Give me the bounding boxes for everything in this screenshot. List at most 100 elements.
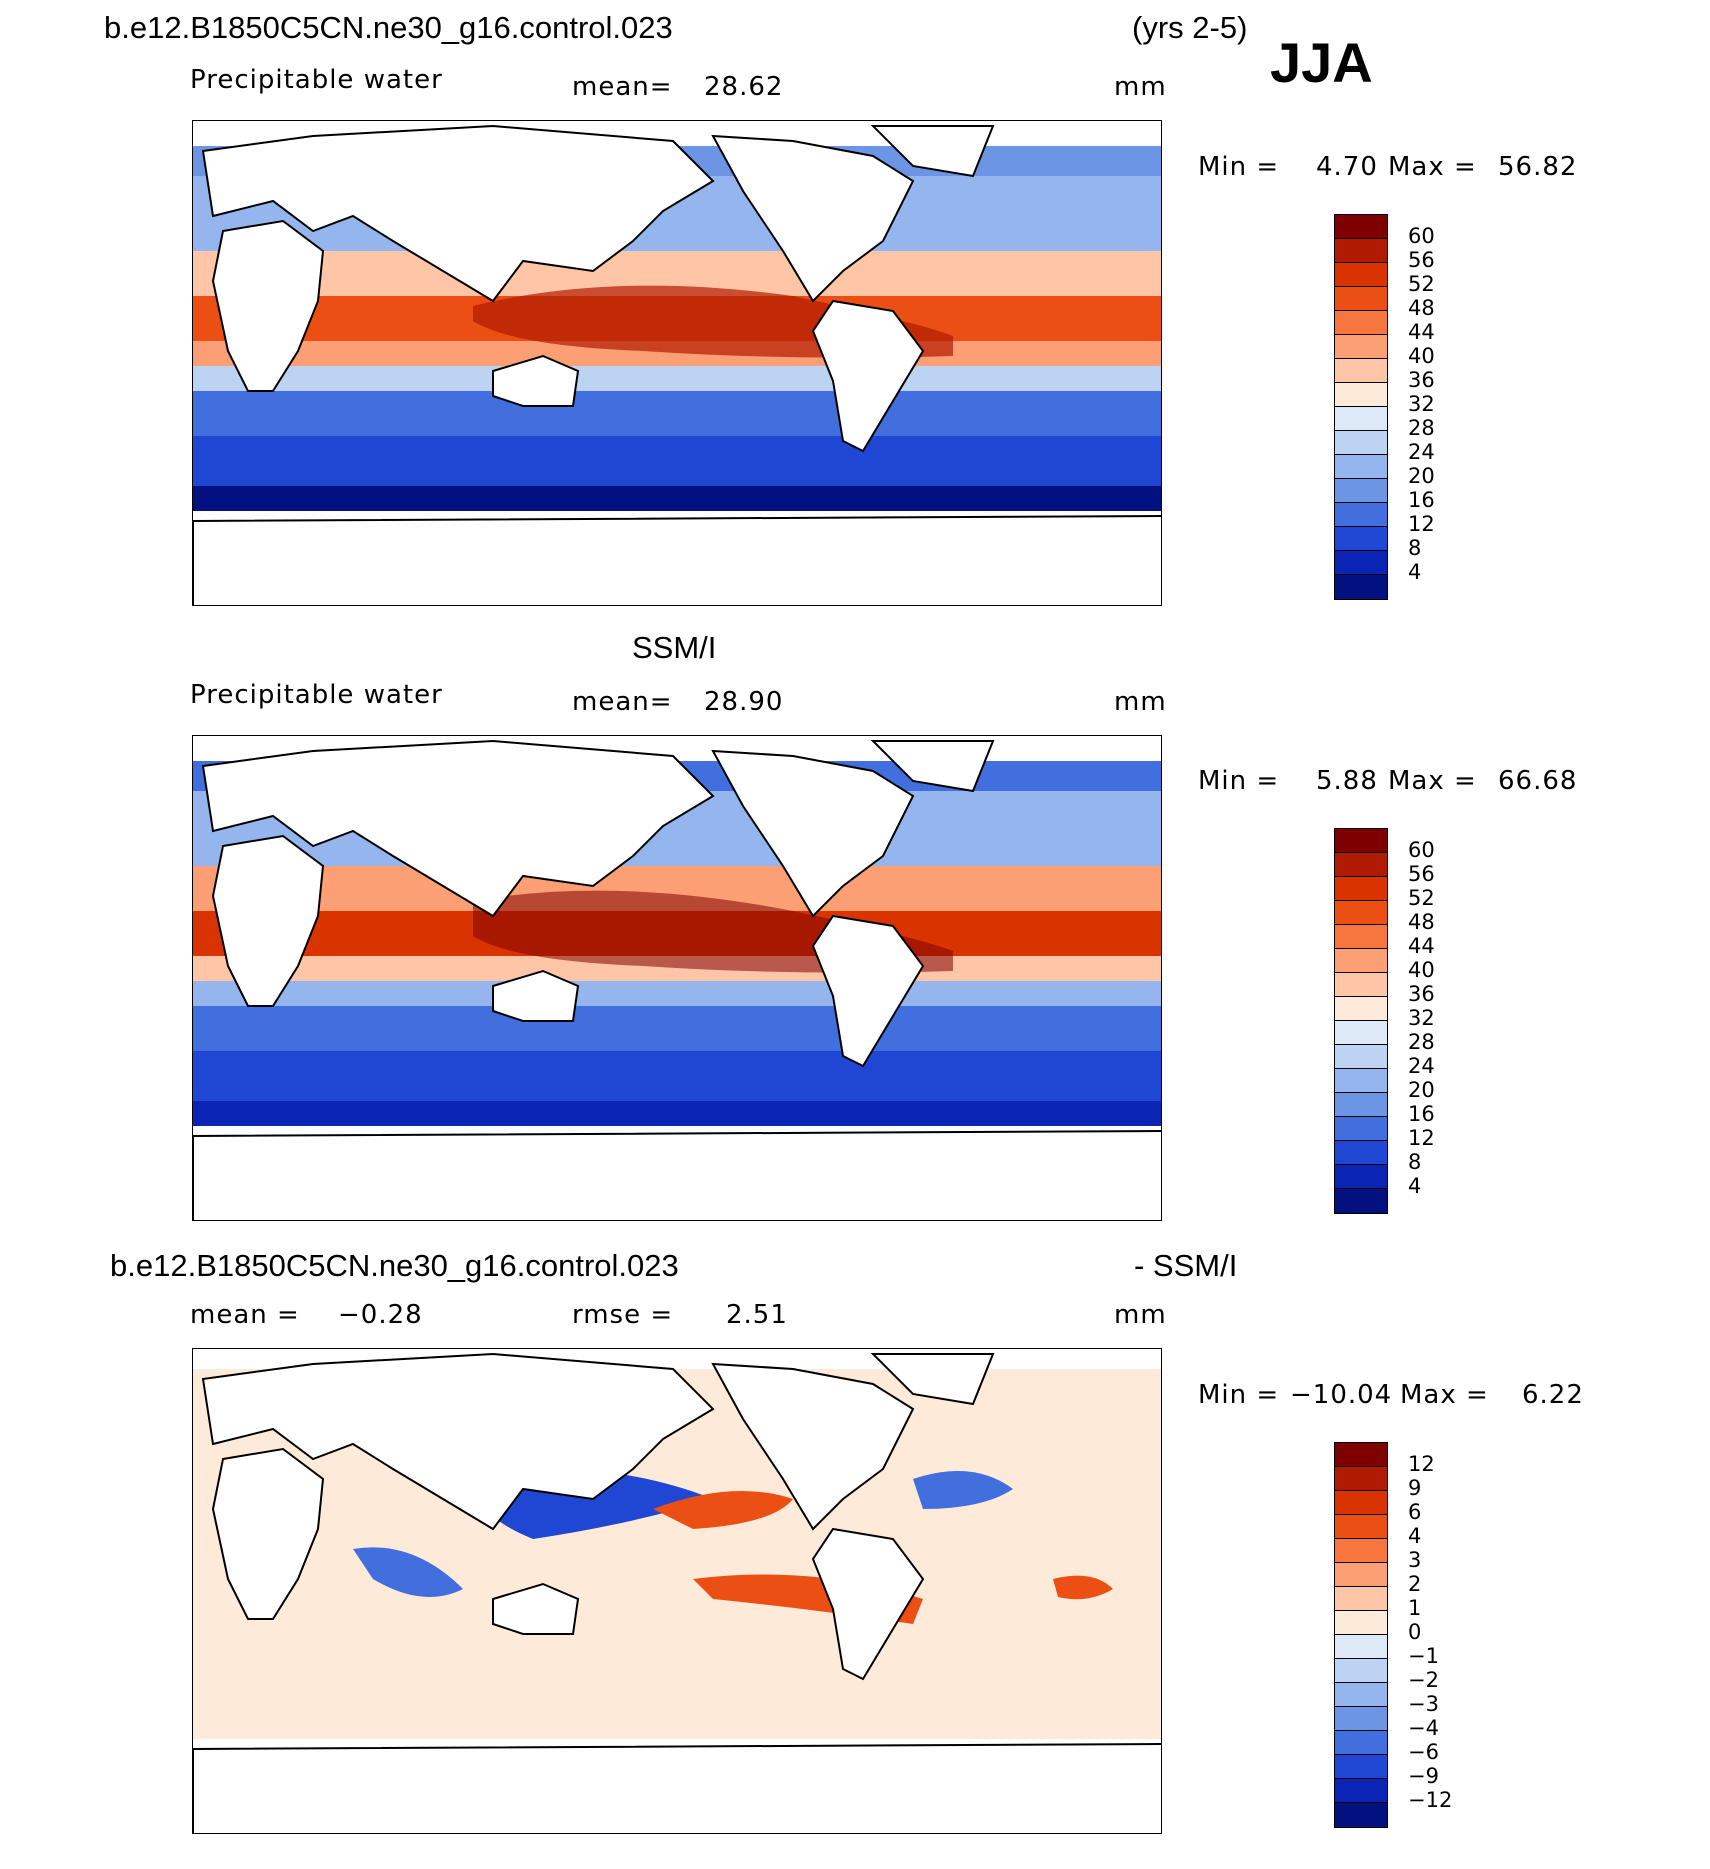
continent-greenland xyxy=(870,125,995,178)
panel2-colorbar-tick-label: 28 xyxy=(1408,1030,1435,1054)
panel3-colorbar-tick-label: 9 xyxy=(1408,1476,1422,1500)
panel1-map-svg xyxy=(193,124,1161,605)
panel3-colorbar xyxy=(1334,1442,1388,1828)
panel3-colorbar-tick-label: −2 xyxy=(1408,1668,1439,1692)
panel2-mean-value: 28.90 xyxy=(704,687,784,717)
diff-positive-atl xyxy=(1053,1575,1113,1600)
panel2-colorbar-tick-label: 36 xyxy=(1408,982,1435,1006)
panel1-max-value: 56.82 xyxy=(1498,152,1578,182)
panel2-max-value: 66.68 xyxy=(1498,766,1578,796)
continent-greenland xyxy=(870,1353,995,1406)
panel3-colorbar-swatch xyxy=(1335,1491,1387,1515)
panel2-colorbar-swatch xyxy=(1335,1189,1387,1213)
panel3-max-value: 6.22 xyxy=(1522,1380,1584,1410)
panel3-colorbar-tick-label: −9 xyxy=(1408,1764,1439,1788)
continent-south-america xyxy=(811,914,925,1068)
panel1-min-label: Min = xyxy=(1198,152,1280,182)
panel3-rmse-value: 2.51 xyxy=(726,1300,788,1330)
panel3-colorbar-tick-label: 4 xyxy=(1408,1524,1422,1548)
panel2-colorbar-tick-label: 8 xyxy=(1408,1150,1422,1174)
panel3-colorbar-swatch xyxy=(1335,1611,1387,1635)
panel2-colorbar-tick-label: 44 xyxy=(1408,934,1435,958)
panel2-colorbar-swatch xyxy=(1335,973,1387,997)
panel2-colorbar-swatch xyxy=(1335,925,1387,949)
panel3-colorbar-swatch xyxy=(1335,1539,1387,1563)
panel2-colorbar-tick-label: 4 xyxy=(1408,1174,1422,1198)
continents xyxy=(193,124,1161,605)
panel1-colorbar-tick-label: 24 xyxy=(1408,440,1435,464)
panel2-colorbar xyxy=(1334,828,1388,1214)
panel2-colorbar-swatch xyxy=(1335,829,1387,853)
panel1-colorbar-swatch xyxy=(1335,479,1387,503)
panel1-colorbar-swatch xyxy=(1335,383,1387,407)
panel2-colorbar-swatch xyxy=(1335,1093,1387,1117)
panel1-colorbar-tick-label: 16 xyxy=(1408,488,1435,512)
panel3-colorbar-tick-label: 6 xyxy=(1408,1500,1422,1524)
panel3-colorbar-swatch xyxy=(1335,1635,1387,1659)
panel1-colorbar-swatch xyxy=(1335,359,1387,383)
panel3-colorbar-tick-label: −12 xyxy=(1408,1788,1453,1812)
panel1-colorbar-swatch xyxy=(1335,239,1387,263)
panel3-min-value: −10.04 xyxy=(1290,1380,1393,1410)
panel3-colorbar-tick-label: −1 xyxy=(1408,1644,1439,1668)
panel2-colorbar-swatch xyxy=(1335,1045,1387,1069)
continent-africa xyxy=(211,834,325,1007)
panel3-colorbar-swatch xyxy=(1335,1563,1387,1587)
ocean-band-midlat-s xyxy=(193,391,1161,436)
panel1-colorbar-swatch xyxy=(1335,311,1387,335)
continent-antarctica xyxy=(193,1743,1161,1833)
panel3-units: mm xyxy=(1114,1300,1167,1330)
ocean-band-polar xyxy=(193,486,1161,511)
panel3-rmse-label: rmse = xyxy=(572,1300,674,1330)
continent-eurasia xyxy=(201,124,715,303)
diff-negative-io xyxy=(353,1547,463,1597)
panel2-colorbar-swatch xyxy=(1335,1021,1387,1045)
panel2-max-label: Max = xyxy=(1388,766,1477,796)
panel1-colorbar-swatch xyxy=(1335,551,1387,575)
panel3-case-title: b.e12.B1850C5CN.ne30_g16.control.023 xyxy=(110,1248,679,1283)
panel1-case-title: b.e12.B1850C5CN.ne30_g16.control.023 xyxy=(104,10,673,45)
ocean-band-subtrop-s xyxy=(193,981,1161,1006)
panel2-colorbar-swatch xyxy=(1335,1069,1387,1093)
panel2-title: SSM/I xyxy=(632,630,717,665)
panel3-max-label: Max = xyxy=(1400,1380,1489,1410)
panel2-colorbar-tick-label: 16 xyxy=(1408,1102,1435,1126)
panel3-colorbar-swatch xyxy=(1335,1659,1387,1683)
panel2-colorbar-swatch xyxy=(1335,1141,1387,1165)
panel1-colorbar-swatch xyxy=(1335,215,1387,239)
panel3-colorbar-tick-label: 0 xyxy=(1408,1620,1422,1644)
continent-antarctica xyxy=(193,1130,1161,1220)
continent-greenland xyxy=(870,740,995,793)
panel1-colorbar-tick-label: 40 xyxy=(1408,344,1435,368)
panel2-colorbar-swatch xyxy=(1335,997,1387,1021)
panel3-map-svg xyxy=(193,1352,1161,1833)
panel1-max-label: Max = xyxy=(1388,152,1477,182)
panel1-years: (yrs 2-5) xyxy=(1132,10,1248,45)
panel2-mean-label: mean= xyxy=(572,687,673,717)
panel2-map-svg xyxy=(193,739,1161,1220)
panel1-colorbar-tick-label: 20 xyxy=(1408,464,1435,488)
panel3-colorbar-swatch xyxy=(1335,1587,1387,1611)
panel2-colorbar-tick-label: 56 xyxy=(1408,862,1435,886)
panel1-colorbar-swatch xyxy=(1335,503,1387,527)
panel2-colorbar-swatch xyxy=(1335,877,1387,901)
panel2-variable: Precipitable water xyxy=(190,680,443,710)
panel1-mean-label: mean= xyxy=(572,72,673,102)
panel3-colorbar-tick-label: 2 xyxy=(1408,1572,1422,1596)
panel1-colorbar-swatch xyxy=(1335,287,1387,311)
panel1-colorbar-tick-label: 60 xyxy=(1408,224,1435,248)
continents xyxy=(193,1352,1161,1833)
panel2-colorbar-tick-label: 40 xyxy=(1408,958,1435,982)
panel1-colorbar-swatch xyxy=(1335,575,1387,599)
panel1-colorbar-tick-label: 12 xyxy=(1408,512,1435,536)
continent-africa xyxy=(211,1447,325,1620)
panel1-colorbar-swatch xyxy=(1335,263,1387,287)
continent-africa xyxy=(211,219,325,392)
panel1-min-value: 4.70 xyxy=(1316,152,1378,182)
panel2-colorbar-swatch xyxy=(1335,949,1387,973)
ocean-band-southern xyxy=(193,436,1161,486)
panel1-colorbar-tick-label: 44 xyxy=(1408,320,1435,344)
panel3-colorbar-swatch xyxy=(1335,1707,1387,1731)
panel3-colorbar-tick-label: −6 xyxy=(1408,1740,1439,1764)
continent-antarctica xyxy=(193,515,1161,605)
